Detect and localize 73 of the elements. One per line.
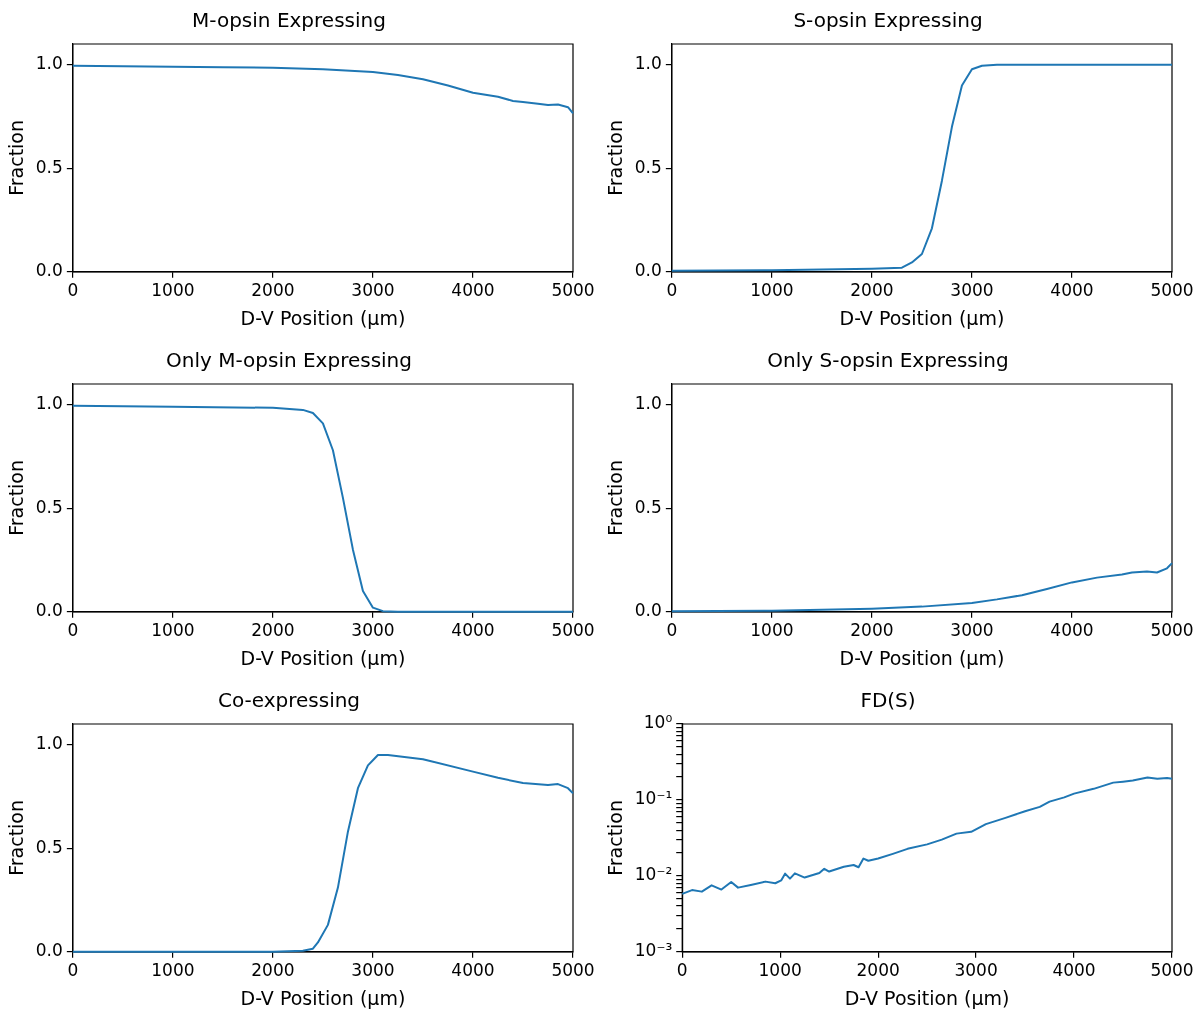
x-tick-label: 1000 (750, 620, 794, 641)
x-tick-label: 2000 (251, 620, 295, 641)
x-axis-title: D-V Position (μm) (240, 646, 406, 669)
x-tick-label: 4000 (1050, 620, 1094, 641)
x-tick-label: 0 (67, 960, 79, 981)
x-tick-label: 2000 (251, 280, 295, 301)
x-tick-label: 3000 (351, 960, 395, 981)
y-axis-title: Fraction (5, 119, 28, 196)
x-tick-label: 4000 (1050, 280, 1094, 301)
x-tick-label: 3000 (351, 620, 395, 641)
x-tick-label: 0 (676, 960, 688, 981)
chart-title: Only M-opsin Expressing (166, 348, 412, 373)
x-axis-title: D-V Position (μm) (844, 986, 1010, 1009)
x-tick-label: 5000 (1150, 960, 1194, 981)
y-axis-title: Fraction (604, 799, 627, 876)
x-tick-label: 4000 (1052, 960, 1096, 981)
x-axis-title: D-V Position (μm) (839, 646, 1005, 669)
y-tick-label: 0.5 (35, 156, 63, 177)
chart-title: Only S-opsin Expressing (767, 348, 1009, 373)
x-tick-label: 5000 (551, 960, 595, 981)
y-tick-label: 0.5 (35, 496, 63, 517)
x-tick-label: 5000 (1150, 280, 1194, 301)
x-tick-label: 2000 (856, 960, 900, 981)
x-tick-label: 3000 (954, 960, 998, 981)
x-axis-title: D-V Position (μm) (240, 306, 406, 329)
y-tick-label: 0.5 (634, 156, 662, 177)
x-tick-label: 5000 (1150, 620, 1194, 641)
x-tick-label: 1000 (151, 280, 195, 301)
y-tick-label: 10⁻² (634, 864, 673, 885)
y-tick-label: 1.0 (35, 733, 63, 754)
x-tick-label: 5000 (551, 280, 595, 301)
x-tick-label: 1000 (151, 960, 195, 981)
y-axis-title: Fraction (5, 459, 28, 536)
chart-title: M-opsin Expressing (192, 8, 386, 33)
y-tick-label: 0.0 (634, 600, 662, 621)
y-tick-label: 0.0 (35, 600, 63, 621)
y-tick-label: 10⁻³ (634, 940, 673, 961)
y-axis-title: Fraction (604, 119, 627, 196)
x-tick-label: 4000 (451, 620, 495, 641)
chart-title: S-opsin Expressing (793, 8, 983, 33)
x-tick-label: 2000 (850, 620, 894, 641)
x-tick-label: 4000 (451, 960, 495, 981)
y-tick-label: 0.0 (35, 260, 63, 281)
x-tick-label: 3000 (351, 280, 395, 301)
x-tick-label: 0 (67, 620, 79, 641)
y-tick-label: 0.5 (634, 496, 662, 517)
x-tick-label: 3000 (950, 620, 994, 641)
x-tick-label: 4000 (451, 280, 495, 301)
x-tick-label: 5000 (551, 620, 595, 641)
x-tick-label: 1000 (758, 960, 802, 981)
y-tick-label: 1.0 (35, 393, 63, 414)
y-tick-label: 10⁻¹ (634, 788, 673, 809)
chart-title: Co-expressing (217, 688, 361, 713)
y-axis-title: Fraction (604, 459, 627, 536)
x-tick-label: 3000 (950, 280, 994, 301)
y-tick-label: 0.0 (35, 940, 63, 961)
y-axis-title: Fraction (5, 799, 28, 876)
x-tick-label: 2000 (251, 960, 295, 981)
x-tick-label: 1000 (151, 620, 195, 641)
y-tick-label: 1.0 (634, 53, 662, 74)
y-tick-label: 1.0 (35, 53, 63, 74)
x-tick-label: 1000 (750, 280, 794, 301)
x-axis-title: D-V Position (μm) (839, 306, 1005, 329)
chart-title: FD(S) (860, 688, 916, 713)
x-tick-label: 0 (666, 620, 678, 641)
y-tick-label: 0.0 (634, 260, 662, 281)
x-tick-label: 2000 (850, 280, 894, 301)
x-tick-label: 0 (666, 280, 678, 301)
y-tick-label: 10⁰ (643, 712, 673, 733)
y-tick-label: 0.5 (35, 836, 63, 857)
x-tick-label: 0 (67, 280, 79, 301)
y-tick-label: 1.0 (634, 393, 662, 414)
x-axis-title: D-V Position (μm) (240, 986, 406, 1009)
